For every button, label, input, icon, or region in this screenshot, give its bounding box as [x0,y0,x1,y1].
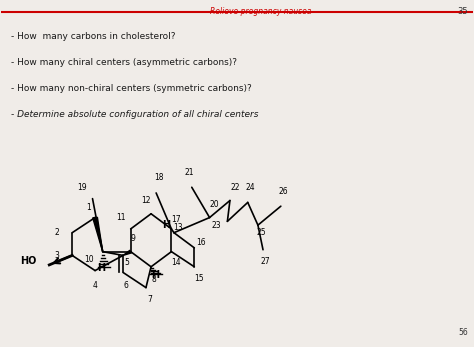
Text: 8: 8 [151,274,156,283]
Text: - How many chiral centers (asymmetric carbons)?: - How many chiral centers (asymmetric ca… [11,58,237,67]
Text: 17: 17 [172,215,182,224]
Text: - How many non-chiral centers (symmetric carbons)?: - How many non-chiral centers (symmetric… [11,84,252,93]
Text: HO: HO [20,256,36,266]
Polygon shape [93,217,103,252]
Text: 5: 5 [125,259,129,268]
Polygon shape [123,251,132,255]
Text: 3: 3 [55,251,59,260]
Text: 9: 9 [131,234,136,243]
Text: 24: 24 [246,183,255,192]
Text: 56: 56 [458,328,468,337]
Text: H: H [162,220,170,230]
Text: - Determine absolute configuration of all chiral centers: - Determine absolute configuration of al… [11,110,258,119]
Text: 15: 15 [195,274,204,283]
Text: 26: 26 [279,187,288,196]
Text: 11: 11 [116,213,125,222]
Text: 4: 4 [92,281,98,290]
Text: 14: 14 [172,259,182,268]
Text: 19: 19 [78,183,87,192]
Text: 7: 7 [147,295,152,304]
Text: 22: 22 [230,183,240,192]
Text: 12: 12 [141,196,151,205]
Text: 35: 35 [457,7,468,16]
Text: 16: 16 [196,238,206,247]
Text: Relieve pregnancy nausea: Relieve pregnancy nausea [210,7,311,16]
Text: H: H [97,263,106,273]
Text: 20: 20 [210,200,219,209]
Text: 21: 21 [184,168,194,177]
Text: 2: 2 [55,228,59,237]
Text: 1: 1 [86,203,91,212]
Text: 25: 25 [257,228,266,237]
Text: H: H [151,270,159,280]
Text: 10: 10 [84,255,93,264]
Text: 23: 23 [211,221,221,230]
Text: 27: 27 [261,256,270,265]
Text: 13: 13 [173,222,182,231]
Text: 6: 6 [123,281,128,290]
Text: 18: 18 [154,173,164,182]
Text: - How  many carbons in cholesterol?: - How many carbons in cholesterol? [11,32,175,41]
